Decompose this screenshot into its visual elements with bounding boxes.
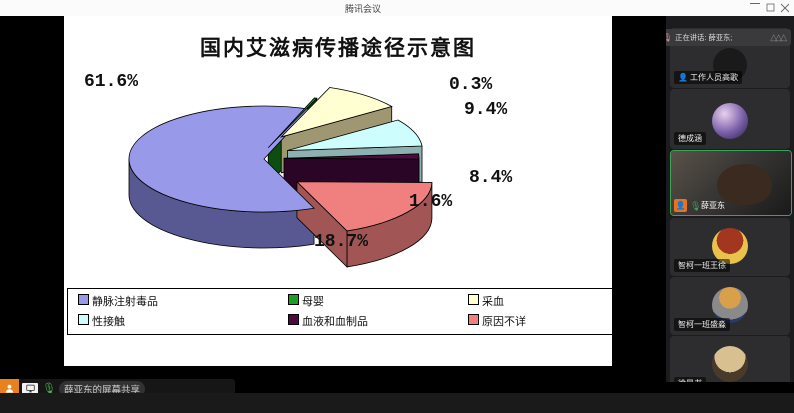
svg-text:18.7%: 18.7% xyxy=(314,232,368,252)
svg-text:8.4%: 8.4% xyxy=(469,168,512,188)
svg-text:0.3%: 0.3% xyxy=(449,75,492,95)
svg-text:9.4%: 9.4% xyxy=(464,100,507,120)
svg-text:1.6%: 1.6% xyxy=(409,192,452,212)
svg-text:61.6%: 61.6% xyxy=(84,72,138,92)
